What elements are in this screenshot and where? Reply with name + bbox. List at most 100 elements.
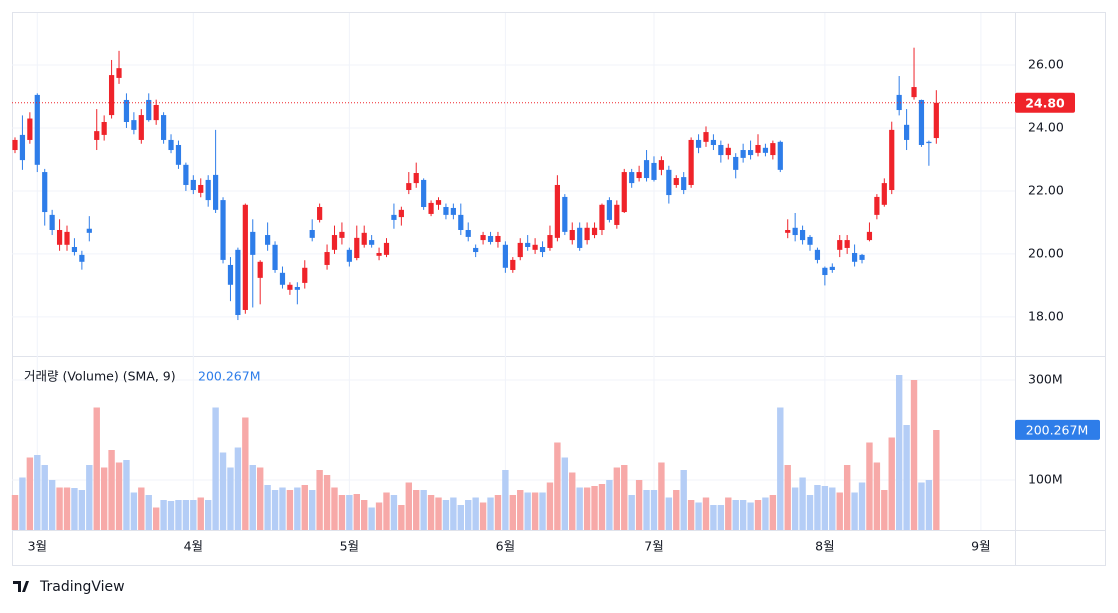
- candle-body: [131, 120, 137, 130]
- volume-bar: [687, 500, 695, 530]
- candle-body: [814, 249, 821, 260]
- candle-body: [242, 204, 248, 310]
- candle-body: [220, 200, 226, 260]
- y-tick-label: 20.00: [1028, 245, 1064, 260]
- candle-body: [86, 228, 92, 233]
- candle-body: [584, 227, 590, 241]
- volume-bar: [569, 472, 576, 530]
- volume-bar: [138, 487, 145, 530]
- volume-bar: [167, 501, 175, 530]
- grid: [12, 13, 1015, 530]
- volume-bar: [427, 495, 435, 530]
- candle-body: [532, 244, 538, 250]
- sma-axis-label: 200.267M: [1026, 422, 1088, 437]
- candle-body: [383, 242, 390, 255]
- volume-bar: [48, 480, 56, 530]
- volume-tick-label: 300M: [1028, 372, 1063, 387]
- candle-body: [539, 247, 546, 253]
- x-tick-label: 5월: [340, 539, 359, 554]
- volume-bar: [108, 450, 115, 530]
- candle-body: [673, 178, 679, 185]
- volume-bar: [777, 407, 784, 530]
- candle-body: [792, 227, 798, 236]
- volume-bar: [576, 487, 583, 530]
- candle-body: [294, 286, 300, 290]
- y-tick-label: 24.00: [1028, 119, 1064, 134]
- volume-bar: [234, 447, 242, 530]
- candle-body: [703, 132, 709, 142]
- candle-body: [235, 249, 241, 316]
- footer-brand: TradingView: [39, 579, 125, 595]
- volume-bar: [190, 500, 197, 530]
- x-tick-label: 8월: [815, 539, 834, 554]
- candle-body: [265, 235, 271, 245]
- volume-bar: [791, 487, 799, 530]
- candle-body: [614, 204, 620, 225]
- volume-bar: [732, 500, 739, 530]
- candle-body: [79, 254, 85, 262]
- volume-tick-label: 100M: [1028, 472, 1063, 487]
- volume-bar: [256, 467, 264, 530]
- candle-body: [651, 162, 657, 180]
- candle-body: [554, 184, 560, 238]
- volume-bar: [78, 490, 86, 530]
- last-price-label: 24.80: [1025, 95, 1065, 110]
- candle-body: [198, 184, 204, 193]
- volume-bar: [784, 465, 791, 530]
- volume-bar: [123, 460, 130, 530]
- volume-bar: [606, 480, 613, 530]
- volume-bar: [331, 487, 338, 530]
- candle-body: [695, 139, 702, 148]
- volume-bar: [219, 452, 227, 530]
- candle-body: [12, 139, 18, 151]
- candle-body: [19, 134, 26, 161]
- candle-body: [688, 139, 694, 185]
- candle-body: [666, 169, 672, 196]
- volume-bar: [71, 488, 78, 530]
- volume-bar: [814, 485, 821, 530]
- volume-bar: [197, 497, 204, 530]
- volume-bar: [806, 495, 814, 530]
- volume-bar: [583, 487, 591, 530]
- candle-body: [740, 150, 746, 158]
- volume-bar: [361, 500, 368, 530]
- candle-body: [435, 200, 442, 205]
- candle-body: [116, 68, 122, 78]
- volume-bar: [680, 470, 687, 530]
- volume-bar: [918, 482, 925, 530]
- candle-body: [487, 235, 494, 242]
- volume-bar: [635, 480, 643, 530]
- volume-bar: [294, 487, 301, 530]
- candle-body: [547, 235, 553, 248]
- candle-body: [450, 207, 456, 215]
- candle-body: [346, 249, 352, 262]
- candle-body: [777, 141, 783, 170]
- candle-body: [629, 172, 635, 184]
- volume-bar: [242, 417, 249, 530]
- volume-bar: [866, 442, 873, 530]
- y-tick-label: 22.00: [1028, 182, 1064, 197]
- volume-bar: [650, 490, 658, 530]
- volume-bar: [546, 482, 554, 530]
- volume-bar: [204, 500, 212, 530]
- candle-body: [458, 214, 464, 230]
- candle-body: [807, 236, 813, 245]
- volume-bar: [56, 487, 63, 530]
- volume-bar: [524, 492, 531, 530]
- candle-body: [621, 172, 627, 213]
- volume-bar: [598, 484, 606, 530]
- candle-body: [733, 156, 739, 170]
- volume-bar: [881, 490, 888, 530]
- candle-body: [71, 247, 78, 253]
- volume-bar: [517, 490, 524, 530]
- volume-bar: [375, 502, 383, 530]
- volume-bar: [41, 465, 48, 530]
- candle-body: [101, 121, 107, 135]
- candle-body: [799, 229, 806, 241]
- volume-bar: [509, 495, 517, 530]
- volume-bar: [799, 477, 806, 530]
- volume-bar: [554, 442, 561, 530]
- candle-body: [421, 179, 427, 208]
- volume-bar: [851, 492, 858, 530]
